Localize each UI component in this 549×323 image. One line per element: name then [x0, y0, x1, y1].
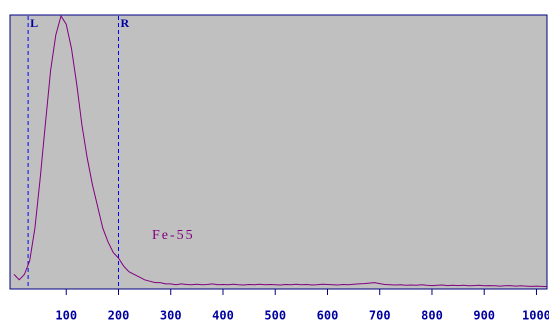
marker-label: R [120, 16, 129, 30]
x-tick-label: 400 [212, 309, 234, 323]
plot-area [9, 14, 548, 290]
marker-label: L [30, 16, 38, 30]
x-tick-label: 100 [55, 309, 77, 323]
x-tick-label: 600 [317, 309, 339, 323]
x-tick-label: 1000 [522, 309, 549, 323]
spectrum-line [13, 14, 547, 288]
x-tick-label: 900 [473, 309, 495, 323]
annotation: Fe-55 [152, 228, 195, 243]
x-tick-label: 700 [369, 309, 391, 323]
x-tick-label: 800 [421, 309, 443, 323]
x-tick-label: 200 [108, 309, 130, 323]
x-tick-label: 300 [160, 309, 182, 323]
x-tick-label: 500 [264, 309, 286, 323]
